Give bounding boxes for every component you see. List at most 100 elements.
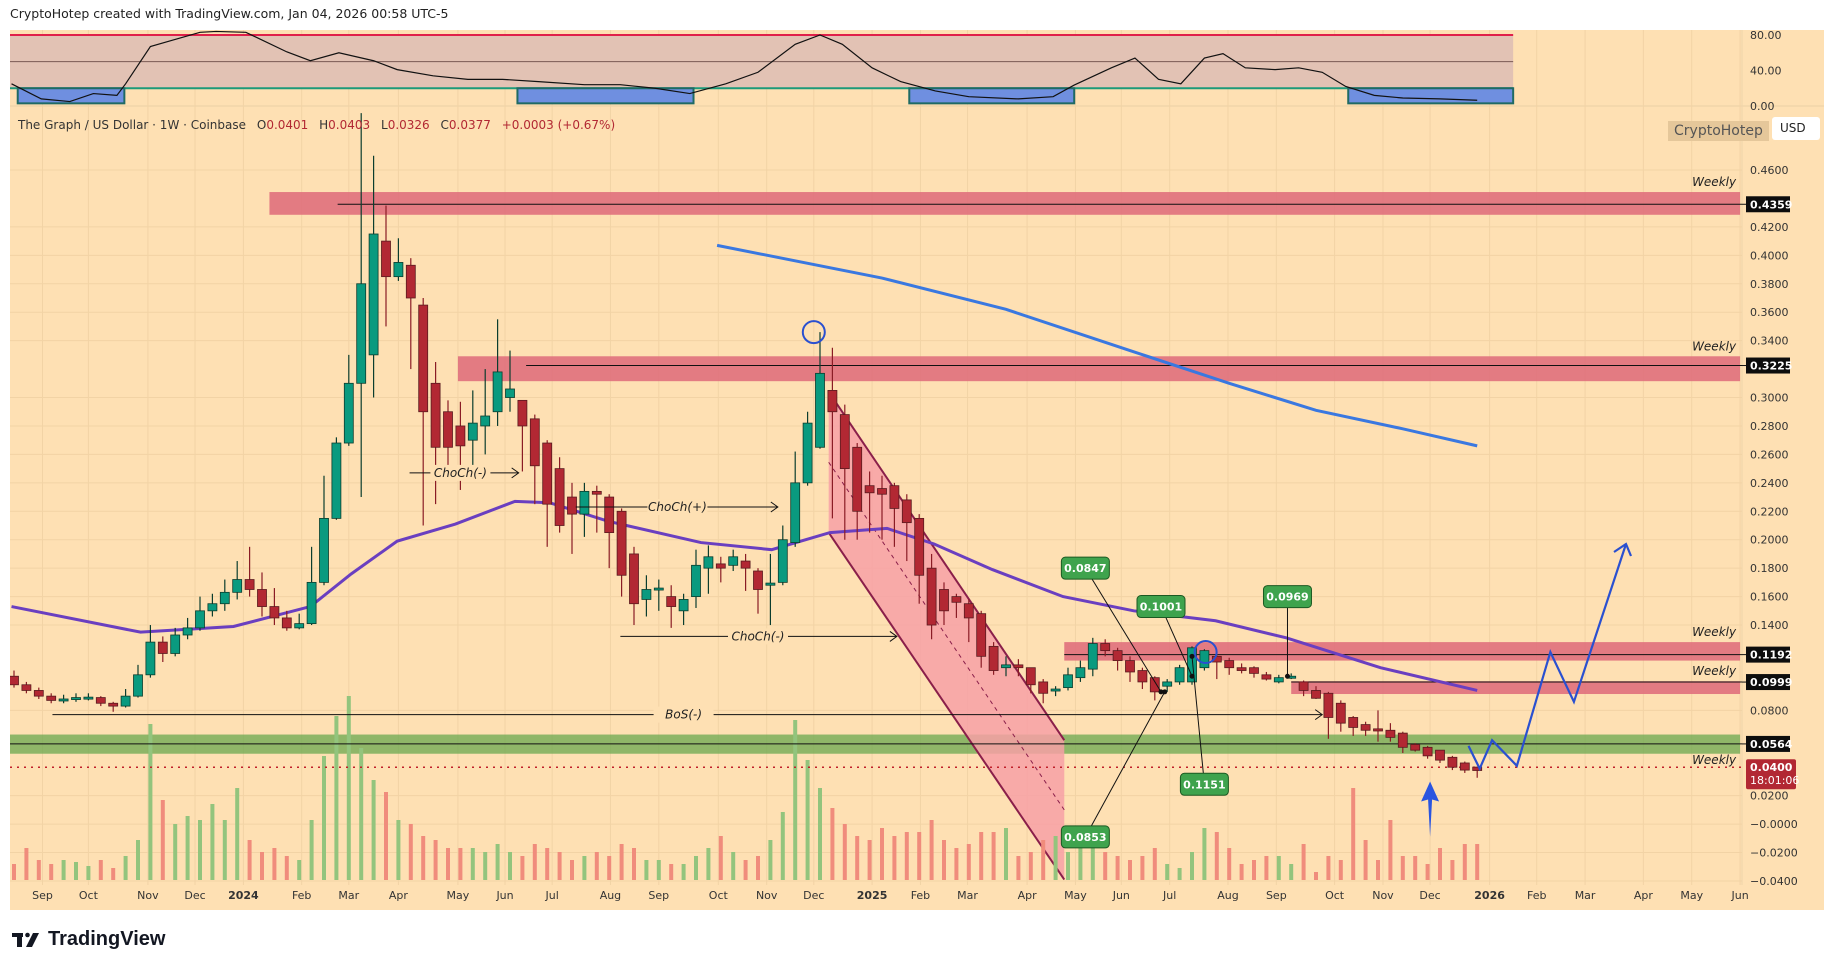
stoch-oversold-box [516, 87, 695, 105]
time-axis-tick: Jun [1112, 889, 1130, 902]
price-axis-tick: 0.3400 [1750, 335, 1789, 348]
volume-bar [768, 840, 773, 880]
time-axis-tick: Oct [1325, 889, 1345, 902]
tradingview-footer[interactable]: TradingView [12, 928, 165, 951]
candle-bearish [33, 690, 44, 697]
volume-bar [1214, 832, 1219, 880]
volume-bar [433, 840, 438, 880]
time-axis-tick: May [447, 889, 470, 902]
candle-bearish [1298, 681, 1309, 691]
volume-bar [780, 812, 785, 880]
time-axis-tick: Dec [184, 889, 205, 902]
candle-bullish [802, 422, 813, 484]
time-axis-tick: 2026 [1474, 889, 1505, 902]
volume-bar [991, 832, 996, 880]
volume-bar [272, 848, 277, 880]
price-axis-tick: 0.4600 [1750, 164, 1789, 177]
weekly-tag: Weekly [1692, 753, 1737, 767]
price-axis-tick: 0.3800 [1750, 278, 1789, 291]
candle-bullish [219, 591, 230, 605]
candle-bearish [1025, 667, 1036, 686]
candle-bearish [1447, 756, 1458, 768]
forecast-arrowhead-icon [1613, 542, 1633, 557]
volume-bar [1177, 868, 1182, 880]
candle-bullish [1162, 681, 1173, 687]
candle-bearish [1385, 729, 1396, 738]
price-axis-tick: 0.0800 [1750, 704, 1789, 717]
volume-bar [656, 860, 661, 880]
volume-bar [867, 840, 872, 880]
volume-bar [842, 824, 847, 880]
time-axis-tick: Aug [600, 889, 621, 902]
volume-bar [247, 840, 252, 880]
candle-bearish [1472, 766, 1483, 771]
volume-bar [619, 844, 624, 880]
time-axis-tick: Oct [709, 889, 729, 902]
candle-bullish [691, 564, 701, 597]
callout-anchor [1162, 689, 1168, 695]
structure-label: BoS(-) [665, 708, 702, 722]
volume-bar [396, 820, 401, 880]
volume-bar [1115, 856, 1120, 880]
candle-bearish [1410, 744, 1421, 751]
volume-bar [1078, 844, 1083, 880]
price-callout-text: 0.1151 [1183, 778, 1225, 791]
volume-bar [570, 860, 574, 880]
candle-bearish [1422, 746, 1433, 757]
candle-bearish [1224, 660, 1235, 669]
callout-anchor [1189, 653, 1195, 659]
resistance-zone-0.4359 [269, 192, 1741, 215]
volume-bar [408, 824, 413, 880]
candle-bearish [157, 641, 168, 654]
candle-bullish [815, 372, 825, 448]
volume-bar [979, 832, 984, 880]
volume-bar [644, 860, 649, 880]
volume-bar [12, 864, 16, 880]
candle-bearish [257, 589, 267, 607]
moving-average-blue [716, 243, 1478, 448]
chart-frame[interactable] [10, 30, 1824, 910]
volume-bar [359, 748, 364, 880]
close-value: 0.0377 [448, 118, 491, 132]
arrowhead-icon [511, 467, 520, 479]
volume-bar [855, 836, 860, 880]
candle-bullish [703, 556, 714, 569]
time-axis-tick: Apr [389, 889, 409, 902]
low-value: 0.0326 [387, 118, 430, 132]
stoch-oversold-box [1347, 87, 1515, 105]
volume-bar [706, 848, 711, 880]
time-axis-tick: Feb [911, 889, 930, 902]
volume-bar [1351, 788, 1356, 880]
candle-bearish [1149, 677, 1160, 693]
callout-pointer [1160, 606, 1193, 677]
candle-bearish [567, 496, 577, 515]
resistance-zone-0.1192 [1064, 642, 1741, 661]
tradingview-logo-icon [12, 932, 39, 947]
price-callout-box [1060, 556, 1110, 580]
callout-anchor [1284, 673, 1290, 679]
resistance-zone-0.0999 [1291, 681, 1741, 695]
candle-bearish [629, 553, 639, 605]
volume-bar [260, 852, 264, 880]
grid-lines [10, 30, 1824, 885]
volume-bar [718, 836, 723, 880]
price-axis-tick: 0.1800 [1750, 562, 1789, 575]
volume-bar [297, 860, 302, 880]
candle-bearish [1100, 643, 1111, 652]
volume-bar [1004, 828, 1008, 880]
time-axis-tick: Jul [545, 889, 559, 902]
candle-bearish [1323, 692, 1334, 718]
time-axis-tick: Dec [1419, 889, 1440, 902]
candle-bearish [926, 567, 937, 626]
volume-bar [1475, 844, 1480, 880]
volume-bar [818, 788, 822, 880]
candle-bullish [641, 589, 652, 600]
close-label: C [440, 118, 449, 132]
candle-bullish [356, 283, 367, 384]
candle-bullish [71, 697, 81, 700]
currency-button[interactable]: USD [1772, 117, 1820, 140]
candle-bearish [877, 488, 887, 495]
time-axis-tick: Sep [1266, 889, 1287, 902]
candle-bearish [529, 418, 540, 467]
